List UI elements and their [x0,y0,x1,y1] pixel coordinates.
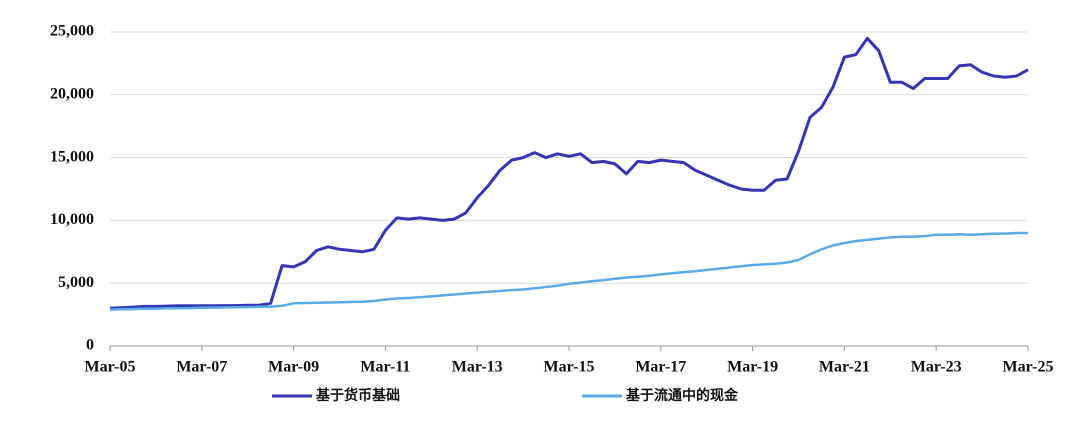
x-tick-label: Mar-09 [268,359,319,376]
y-tick-label: 20,000 [50,85,94,102]
x-tick-label: Mar-05 [85,359,136,376]
x-tick-label: Mar-07 [176,359,227,376]
x-tick-label: Mar-23 [911,359,962,376]
series-line [109,36,1029,310]
y-tick-label: 10,000 [50,211,94,228]
x-tick-label: Mar-21 [819,359,870,376]
legend-label: 基于货币基础 [316,387,400,404]
x-tick-label: Mar-17 [635,359,686,376]
legend-label: 基于流通中的现金 [626,387,739,404]
y-tick-label: 15,000 [50,148,94,165]
y-tick-label: 0 [86,337,94,354]
x-tick-label: Mar-25 [1003,359,1054,376]
y-tick-label: 25,000 [50,23,94,40]
x-tick-label: Mar-19 [727,359,778,376]
y-tick-label: 5,000 [58,274,94,291]
series-line [109,231,1028,311]
x-tick-label: Mar-15 [544,359,595,376]
x-tick-label: Mar-11 [360,359,410,376]
x-tick-label: Mar-13 [452,359,503,376]
